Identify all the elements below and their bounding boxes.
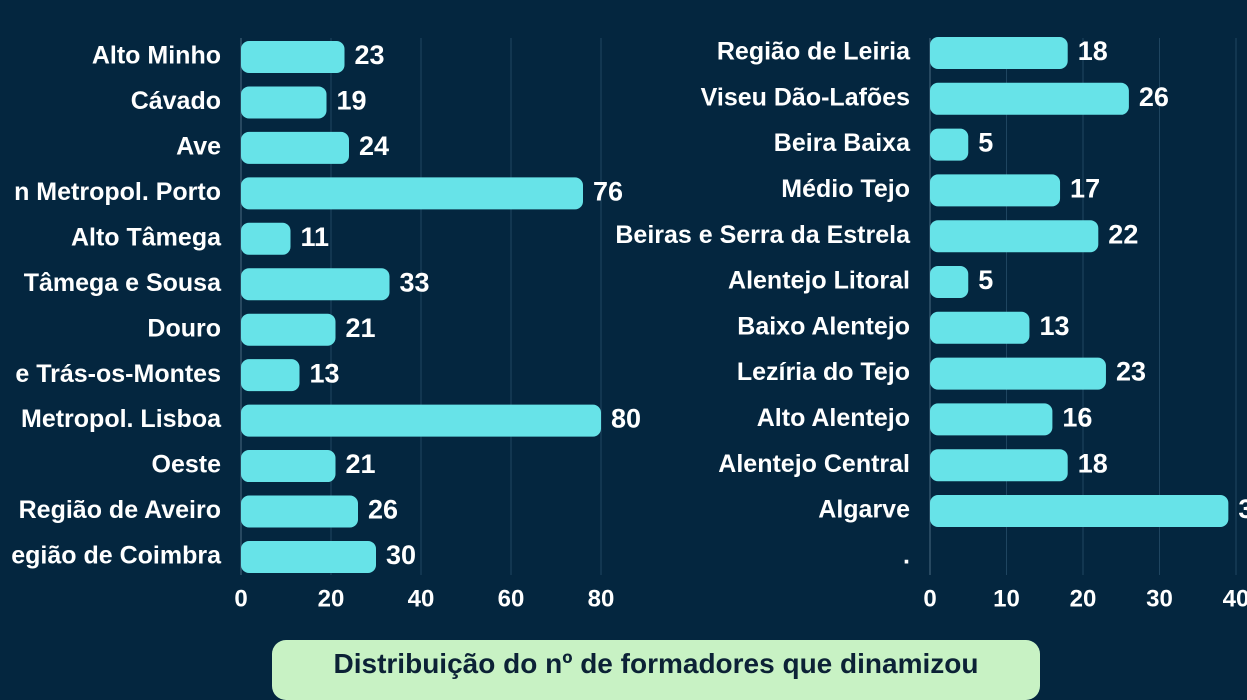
data-label: 18 <box>1078 448 1108 478</box>
data-label: 39 <box>1238 494 1247 524</box>
x-tick-label: 0 <box>923 585 936 612</box>
data-label: 18 <box>1078 36 1108 66</box>
data-label: 17 <box>1070 174 1100 204</box>
bar <box>930 82 1129 115</box>
data-label: 19 <box>337 86 367 116</box>
bar <box>930 495 1229 527</box>
bar <box>930 128 969 161</box>
y-tick-label: Alentejo Central <box>718 450 910 478</box>
y-tick-label: Ave <box>176 133 221 161</box>
y-tick-label: egião de Coimbra <box>11 542 222 570</box>
y-tick-label: Alto Alentejo <box>757 404 910 432</box>
data-label: 24 <box>359 131 389 161</box>
bar <box>241 41 345 73</box>
x-tick-label: 10 <box>993 585 1020 612</box>
y-tick-label: Região de Aveiro <box>19 496 221 524</box>
bar <box>241 86 327 119</box>
data-label: 11 <box>301 222 330 252</box>
data-label: 13 <box>310 358 340 388</box>
data-label: 33 <box>400 267 430 297</box>
bar <box>930 37 1068 69</box>
y-tick-label: . <box>903 541 910 569</box>
y-tick-label: Região de Leiria <box>717 38 911 66</box>
x-tick-label: 80 <box>588 585 615 612</box>
bar <box>930 266 969 298</box>
data-label: 16 <box>1062 403 1092 433</box>
data-label: 13 <box>1039 311 1069 341</box>
y-tick-label: Alentejo Litoral <box>728 267 910 295</box>
bar <box>241 495 358 528</box>
bar <box>930 174 1061 207</box>
charts: 0 20 40 60 80 Alto Minho 23 Cávado 19 Ave 24 n Metr… <box>11 36 1247 612</box>
data-label: 80 <box>611 404 641 434</box>
bar <box>241 268 390 301</box>
x-tick-label: 20 <box>318 585 345 612</box>
x-tick-label: 0 <box>234 585 247 612</box>
x-tick-label: 60 <box>498 585 525 612</box>
bar <box>930 220 1099 253</box>
x-tick-label: 30 <box>1146 585 1173 612</box>
bar <box>930 449 1068 482</box>
data-label: 23 <box>355 40 385 70</box>
bar <box>241 131 349 164</box>
y-tick-label: Alto Tâmega <box>71 223 222 251</box>
x-tick-label: 40 <box>1223 585 1247 612</box>
data-label: 22 <box>1108 219 1138 249</box>
data-label: 76 <box>593 176 623 206</box>
bar <box>241 540 376 573</box>
y-tick-label: Baixo Alentejo <box>737 312 910 340</box>
data-label: 21 <box>346 313 376 343</box>
bar <box>930 357 1106 390</box>
bar <box>241 177 583 210</box>
bar <box>241 313 336 346</box>
y-tick-label: Viseu Dão-Lafões <box>701 83 910 111</box>
y-tick-label: Médio Tejo <box>781 175 910 203</box>
bar <box>241 359 300 392</box>
bar <box>930 311 1030 344</box>
data-label: 30 <box>386 540 416 570</box>
x-tick-label: 40 <box>408 585 435 612</box>
y-tick-label: Beira Baixa <box>774 129 911 157</box>
y-tick-label: Algarve <box>818 496 910 524</box>
data-label: 26 <box>1139 82 1169 112</box>
y-tick-label: Beiras e Serra da Estrela <box>615 221 911 249</box>
y-tick-label: n Metropol. Porto <box>14 178 221 206</box>
y-tick-label: e Trás-os-Montes <box>15 360 221 388</box>
data-label: 5 <box>978 265 993 295</box>
bar <box>930 403 1053 436</box>
data-label: 21 <box>346 449 376 479</box>
y-tick-label: Tâmega e Sousa <box>24 269 222 297</box>
bar <box>241 450 336 483</box>
data-label: 5 <box>978 128 993 158</box>
page: 0 20 40 60 80 Alto Minho 23 Cávado 19 Ave 24 n Metr… <box>11 36 1247 700</box>
y-tick-label: Oeste <box>152 451 222 479</box>
data-label: 26 <box>368 495 398 525</box>
y-tick-label: Douro <box>147 314 221 342</box>
x-tick-label: 20 <box>1070 585 1097 612</box>
bar <box>241 404 601 437</box>
caption: Distribuição do nº de formadores que din… <box>272 640 1040 700</box>
y-tick-label: Alto Minho <box>92 42 221 70</box>
y-tick-label: Lezíria do Tejo <box>737 358 910 386</box>
bar <box>241 222 291 255</box>
y-tick-label: Metropol. Lisboa <box>21 405 222 433</box>
data-label: 23 <box>1116 357 1146 387</box>
y-tick-label: Cávado <box>131 87 221 115</box>
